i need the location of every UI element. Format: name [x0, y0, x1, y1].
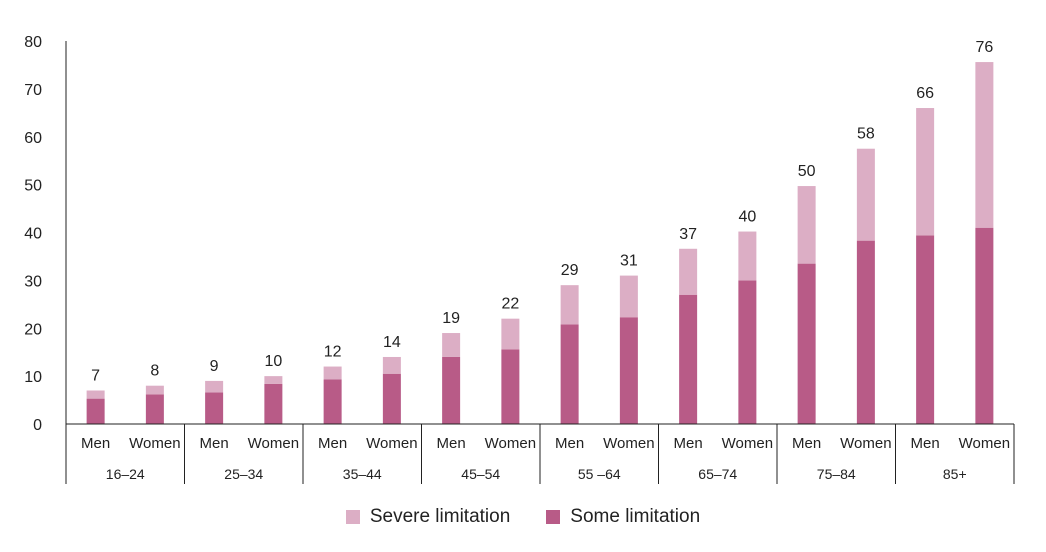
bars: 7 8 9 10 12 14 19 22 29 31 37 40 50 58 66 76 [86, 39, 994, 424]
category-label: Men [200, 435, 229, 452]
bar-some-limitation [323, 379, 342, 424]
bar-severe-limitation [797, 186, 816, 264]
data-label: 50 [798, 163, 816, 180]
legend: Severe limitation Some limitation [0, 506, 1046, 528]
category-label: Women [248, 435, 299, 452]
x-axis: Men Women Men Women Men Women Men Women Men Women… [65, 423, 1015, 484]
category-label: Men [318, 435, 347, 452]
y-tick-label: 60 [24, 130, 42, 147]
data-label: 7 [91, 367, 100, 384]
bar-severe-limitation [264, 376, 283, 384]
bar-severe-limitation [145, 385, 164, 395]
y-tick-label: 40 [24, 226, 42, 243]
category-label: Women [129, 435, 180, 452]
category-label: Women [603, 435, 654, 452]
group-label: 16–24 [106, 466, 145, 482]
group-label: 55 –64 [578, 466, 621, 482]
bar-severe-limitation [560, 285, 579, 325]
group-label: 25–34 [224, 466, 263, 482]
data-label: 31 [620, 253, 638, 270]
bar-some-limitation [797, 263, 816, 424]
bar-severe-limitation [856, 148, 875, 241]
bar-some-limitation [442, 356, 461, 424]
data-label: 14 [383, 334, 401, 351]
bar-some-limitation [856, 240, 875, 424]
category-label: Women [722, 435, 773, 452]
bar-some-limitation [382, 373, 401, 424]
category-label: Men [911, 435, 940, 452]
y-tick-label: 30 [24, 273, 42, 290]
data-label: 9 [210, 358, 219, 375]
legend-item-severe: Severe limitation [345, 506, 511, 528]
category-label: Men [674, 435, 703, 452]
data-label: 29 [561, 262, 579, 279]
y-tick-label: 50 [24, 178, 42, 195]
group-label: 35–44 [343, 466, 382, 482]
bar-some-limitation [560, 324, 579, 424]
data-label: 19 [442, 310, 460, 327]
data-label: 58 [857, 126, 875, 143]
bar-some-limitation [619, 317, 638, 424]
data-label: 40 [738, 209, 756, 226]
group-label: 75–84 [817, 466, 856, 482]
legend-label-severe: Severe limitation [369, 506, 511, 527]
category-label: Women [366, 435, 417, 452]
category-label: Men [792, 435, 821, 452]
bar-some-limitation [205, 392, 224, 424]
y-tick-label: 70 [24, 82, 42, 99]
bar-some-limitation [738, 280, 757, 424]
bar-severe-limitation [501, 318, 520, 350]
bar-some-limitation [916, 235, 935, 424]
bar-some-limitation [86, 398, 105, 424]
legend-swatch-some [546, 510, 561, 524]
bar-severe-limitation [679, 248, 698, 295]
bar-severe-limitation [442, 333, 461, 357]
bar-severe-limitation [205, 380, 224, 393]
bar-severe-limitation [382, 356, 401, 374]
bar-some-limitation [145, 394, 164, 424]
data-label: 12 [324, 344, 342, 361]
category-label: Women [959, 435, 1010, 452]
bar-some-limitation [679, 294, 698, 424]
group-label: 85+ [943, 466, 967, 482]
legend-label-some: Some limitation [570, 506, 701, 527]
bar-some-limitation [264, 383, 283, 424]
y-tick-label: 10 [24, 369, 42, 386]
bar-some-limitation [975, 227, 994, 424]
category-label: Men [437, 435, 466, 452]
bar-severe-limitation [619, 275, 638, 318]
data-label: 66 [916, 85, 934, 102]
bar-severe-limitation [916, 108, 935, 236]
data-label: 37 [679, 226, 697, 243]
y-axis: 0 10 20 30 40 50 60 70 80 [24, 34, 67, 434]
bar-severe-limitation [975, 62, 994, 228]
data-label: 22 [501, 296, 519, 313]
y-tick-label: 80 [24, 34, 42, 51]
y-tick-label: 20 [24, 321, 42, 338]
category-label: Women [840, 435, 891, 452]
bar-severe-limitation [738, 231, 757, 281]
group-label: 45–54 [461, 466, 500, 482]
data-label: 8 [150, 363, 159, 380]
data-label: 76 [975, 39, 993, 56]
category-label: Men [81, 435, 110, 452]
category-label: Men [555, 435, 584, 452]
category-label: Women [485, 435, 536, 452]
bar-severe-limitation [323, 366, 342, 380]
y-tick-label: 0 [33, 417, 42, 434]
bar-some-limitation [501, 349, 520, 424]
data-label: 10 [264, 353, 282, 370]
legend-swatch-severe [345, 510, 360, 524]
bar-severe-limitation [86, 390, 105, 399]
legend-item-some: Some limitation [546, 506, 700, 528]
group-label: 65–74 [698, 466, 737, 482]
